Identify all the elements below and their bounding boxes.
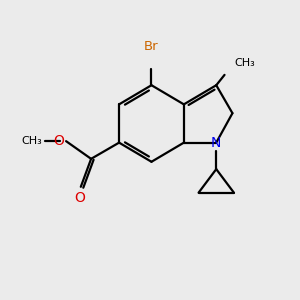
- Text: CH₃: CH₃: [234, 58, 255, 68]
- Text: Br: Br: [144, 40, 159, 53]
- Text: N: N: [211, 136, 221, 150]
- Text: CH₃: CH₃: [22, 136, 43, 146]
- Text: O: O: [74, 191, 85, 205]
- Text: O: O: [54, 134, 64, 148]
